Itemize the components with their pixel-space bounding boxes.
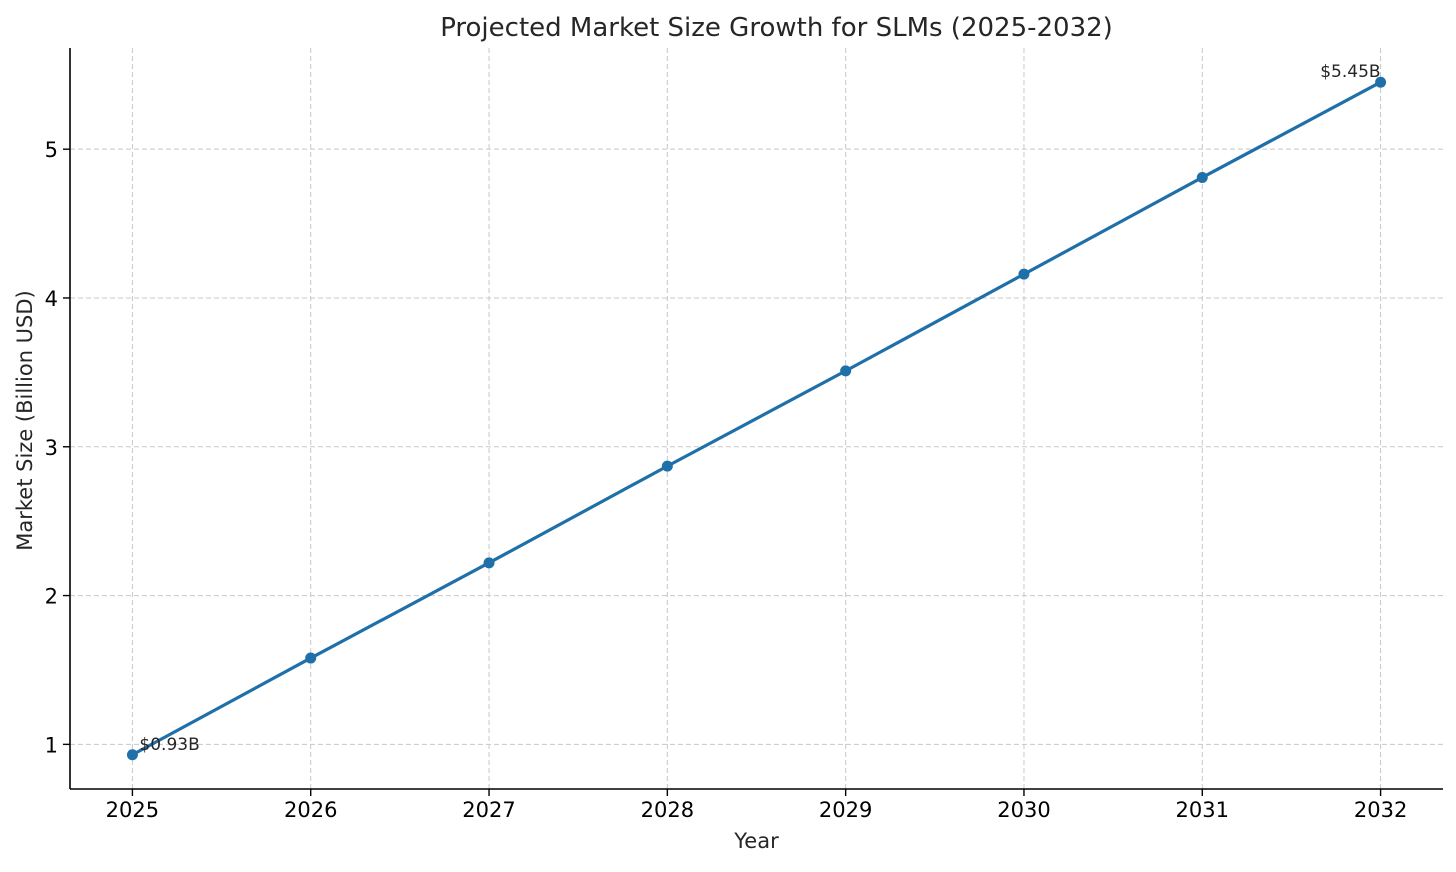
series-line xyxy=(131,80,1382,757)
y-axis-title: Market Size (Billion USD) xyxy=(13,290,37,550)
series-group xyxy=(126,76,1387,761)
annotations: $0.93B $5.45B xyxy=(139,62,1380,755)
data-point xyxy=(661,460,673,472)
x-axis-title: Year xyxy=(733,829,779,853)
x-tick-label: 2030 xyxy=(997,798,1050,822)
y-tick-label: 3 xyxy=(45,436,58,460)
y-tick-label: 1 xyxy=(45,733,58,757)
data-point xyxy=(1018,268,1030,280)
x-tick-label: 2026 xyxy=(284,798,337,822)
x-tick-label: 2028 xyxy=(641,798,694,822)
data-label: $0.93B xyxy=(139,735,199,755)
data-point xyxy=(305,652,317,664)
data-point xyxy=(1375,76,1387,88)
x-tick-label: 2032 xyxy=(1354,798,1407,822)
data-point xyxy=(1196,171,1208,183)
x-tick-label: 2027 xyxy=(462,798,515,822)
x-tick-label: 2029 xyxy=(819,798,872,822)
data-point xyxy=(126,749,138,761)
x-ticks: 2025 2026 2027 2028 2029 2030 2031 2032 xyxy=(106,789,1407,822)
y-tick-label: 4 xyxy=(45,287,58,311)
data-point xyxy=(483,557,495,569)
y-tick-label: 2 xyxy=(45,585,58,609)
axes xyxy=(69,48,1443,790)
chart-title: Projected Market Size Growth for SLMs (2… xyxy=(440,13,1113,43)
data-label: $5.45B xyxy=(1320,62,1380,82)
y-ticks: 1 2 3 4 5 xyxy=(45,138,70,757)
x-tick-label: 2031 xyxy=(1176,798,1229,822)
grid xyxy=(70,48,1443,789)
x-tick-label: 2025 xyxy=(106,798,159,822)
y-tick-label: 5 xyxy=(45,138,58,162)
data-point xyxy=(840,365,852,377)
